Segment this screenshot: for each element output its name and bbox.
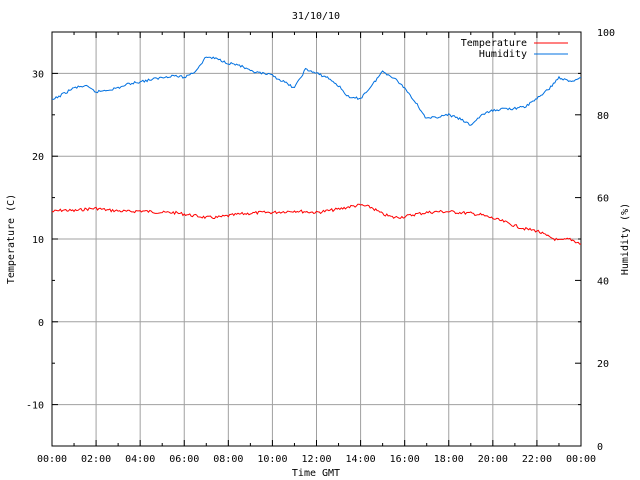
x-tick-label: 06:00 [169, 454, 199, 465]
y2-tick-label: 80 [597, 111, 609, 122]
x-tick-label: 12:00 [301, 454, 331, 465]
series-group [51, 56, 582, 245]
series-line-temperature [51, 203, 582, 245]
y-tick-label: 20 [32, 152, 44, 163]
y2-tick-label: 100 [597, 28, 615, 39]
y2-tick-label: 60 [597, 194, 609, 205]
y-tick-label: 0 [38, 318, 44, 329]
ticks: 00:00 02:00 04:00 06:00 08:00 10:00 12:00 14:00… [26, 28, 615, 465]
y-tick-label: 10 [32, 235, 44, 246]
y2-tick-label: 0 [597, 442, 603, 453]
y2-axis-label: Humidity (%) [620, 203, 631, 275]
legend-label-humidity: Humidity [479, 49, 527, 60]
x-tick-label: 08:00 [213, 454, 243, 465]
x-tick-label: 22:00 [522, 454, 552, 465]
y-axis-label: Temperature (C) [6, 194, 17, 284]
x-tick-label: 02:00 [81, 454, 111, 465]
y2-tick-label: 20 [597, 359, 609, 370]
x-tick-label: 00:00 [37, 454, 67, 465]
legend: Temperature Humidity [461, 38, 568, 60]
x-tick-label: 04:00 [125, 454, 155, 465]
x-axis-label: Time GMT [292, 468, 340, 479]
y-tick-label: 30 [32, 69, 44, 80]
grid [52, 32, 581, 446]
y2-tick-label: 40 [597, 276, 609, 287]
x-tick-label: 00:00 [566, 454, 596, 465]
x-tick-label: 10:00 [257, 454, 287, 465]
x-tick-label: 14:00 [346, 454, 376, 465]
y-tick-label: -10 [26, 401, 44, 412]
series-line-humidity [51, 56, 582, 126]
chart-title: 31/10/10 [292, 11, 340, 22]
x-tick-label: 18:00 [434, 454, 464, 465]
legend-label-temperature: Temperature [461, 38, 527, 49]
x-tick-label: 20:00 [478, 454, 508, 465]
x-tick-label: 16:00 [390, 454, 420, 465]
